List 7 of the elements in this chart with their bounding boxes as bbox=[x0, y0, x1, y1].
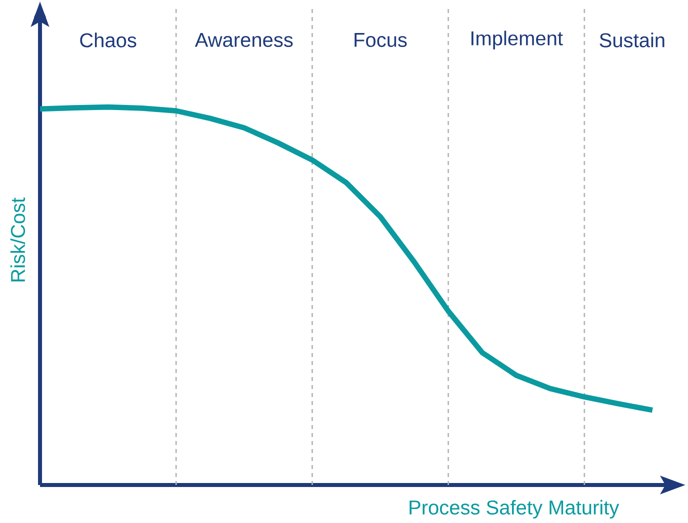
text: Sustain bbox=[600, 32, 664, 48]
text: Chaos bbox=[80, 32, 136, 48]
text: Awareness bbox=[194, 33, 293, 47]
y-axis-title: Risk/Cost bbox=[10, 198, 26, 282]
text: Implement bbox=[472, 30, 563, 50]
text: Focus bbox=[354, 33, 407, 47]
x-axis-title: Process Safety Maturity bbox=[410, 500, 620, 519]
